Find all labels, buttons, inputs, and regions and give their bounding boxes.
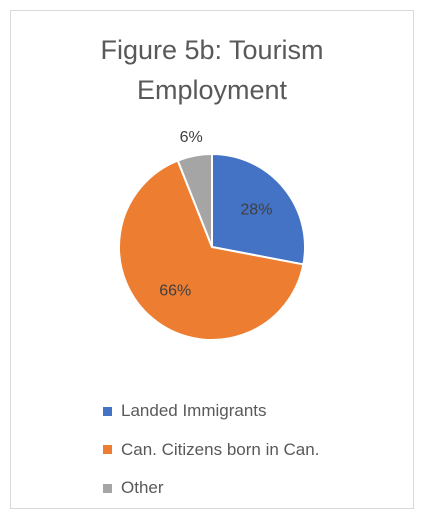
legend-item: Landed Immigrants — [103, 392, 319, 431]
data-label: 66% — [159, 283, 191, 300]
legend-label: Other — [121, 478, 164, 498]
chart-frame — [10, 10, 414, 509]
pie-slice — [211, 152, 306, 266]
legend-label: Landed Immigrants — [121, 401, 267, 421]
legend-swatch — [103, 483, 112, 493]
legend-swatch — [103, 445, 112, 455]
pie-slice — [118, 159, 305, 341]
data-label: 6% — [180, 129, 203, 146]
data-label: 28% — [240, 201, 272, 218]
legend-label: Can. Citizens born in Can. — [121, 439, 320, 459]
legend-item: Can. Citizens born in Can. — [103, 431, 319, 470]
pie-slice — [176, 152, 213, 248]
legend-item: Other — [103, 469, 319, 508]
chart-title: Figure 5b: Tourism Employment — [100, 35, 324, 105]
legend: Landed Immigrants Can. Citizens born in C… — [103, 392, 319, 508]
legend-swatch — [103, 406, 112, 416]
